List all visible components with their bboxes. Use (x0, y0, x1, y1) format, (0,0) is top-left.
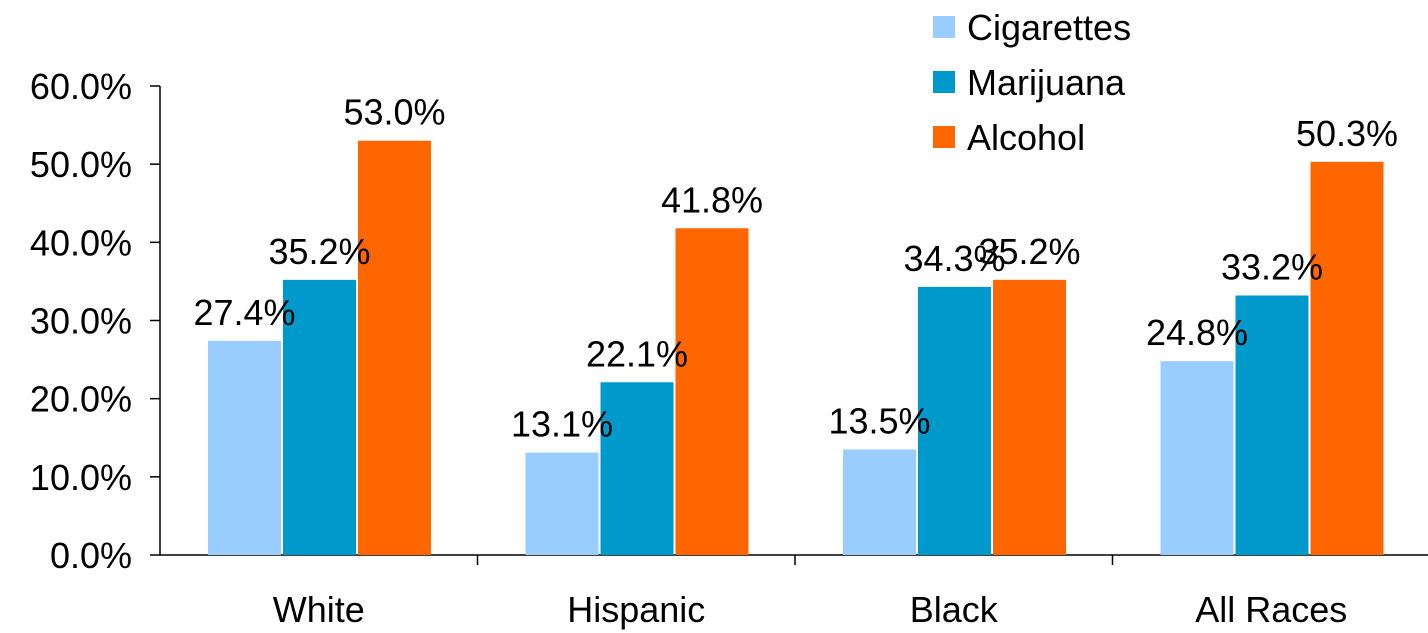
data-label: 22.1% (586, 333, 688, 374)
legend-swatch (933, 16, 955, 38)
data-label: 13.5% (828, 400, 930, 441)
y-tick-label: 30.0% (30, 301, 132, 342)
bar-marijuana-white (283, 279, 356, 555)
bar-cigarettes-black (843, 449, 916, 555)
x-category-label: All Races (1195, 589, 1347, 630)
data-label: 33.2% (1221, 246, 1323, 287)
x-category-label: Black (910, 589, 999, 630)
axes: 0.0% 10.0% 20.0% 30.0% 40.0% 50.0% 60.0% White H… (30, 66, 1428, 630)
y-tick-label: 0.0% (50, 535, 132, 576)
bar-alcohol-white (358, 140, 431, 555)
bar-cigarettes-hispanic (525, 452, 599, 555)
data-labels: 27.4% 35.2% 53.0% 13.1% 22.1% 41.8% 13.5% 34.3%… (193, 92, 1398, 445)
y-tick-label: 10.0% (30, 457, 132, 498)
bar-cigarettes-white (208, 340, 281, 555)
y-tick-label: 60.0% (30, 66, 132, 107)
legend-label: Marijuana (967, 62, 1126, 103)
data-label: 24.8% (1146, 312, 1248, 353)
bars (208, 140, 1384, 556)
bar-cigarettes-all-races (1160, 361, 1234, 555)
bar-marijuana-all-races (1235, 295, 1309, 555)
bar-marijuana-black (918, 286, 991, 555)
legend-swatch (933, 126, 955, 148)
x-category-label: White (273, 589, 365, 630)
y-tick-label: 20.0% (30, 379, 132, 420)
data-label: 41.8% (661, 179, 763, 220)
x-category-label: Hispanic (567, 589, 705, 630)
bar-alcohol-black (993, 279, 1066, 555)
y-tick-label: 40.0% (30, 222, 132, 263)
data-label: 35.2% (978, 231, 1080, 272)
data-label: 53.0% (343, 92, 445, 133)
bar-alcohol-all-races (1310, 161, 1384, 556)
legend: Cigarettes Marijuana Alcohol (933, 7, 1131, 158)
data-label: 35.2% (268, 231, 370, 272)
data-label: 13.1% (511, 404, 613, 445)
bar-marijuana-hispanic (600, 382, 674, 555)
data-label: 27.4% (193, 292, 295, 333)
data-label: 50.3% (1296, 113, 1398, 154)
bar-alcohol-hispanic (675, 228, 749, 555)
data-label: 34.3% (903, 238, 1005, 279)
legend-swatch (933, 71, 955, 93)
legend-label: Cigarettes (967, 7, 1131, 48)
legend-label: Alcohol (967, 117, 1085, 158)
y-tick-label: 50.0% (30, 144, 132, 185)
